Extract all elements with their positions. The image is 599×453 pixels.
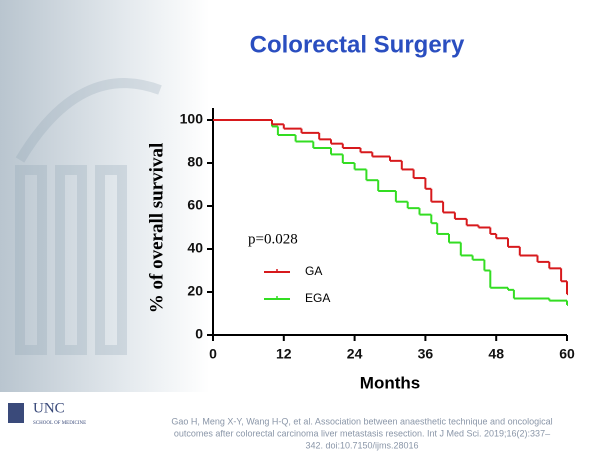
- slide: UNC SCHOOL OF MEDICINE Colorectal Surger…: [0, 0, 599, 453]
- x-tick-label: 60: [559, 346, 575, 362]
- y-tick-label: 20: [187, 283, 203, 299]
- logo-name: UNC: [33, 400, 65, 416]
- x-tick-label: 0: [209, 346, 217, 362]
- annotation: p=0.028: [248, 231, 298, 247]
- page: {"slide": {"title": "Colorectal Surgery"…: [0, 0, 599, 453]
- y-tick-label: 100: [180, 111, 204, 127]
- x-tick-label: 48: [488, 346, 504, 362]
- legend-label: EGA: [305, 291, 330, 305]
- x-tick-label: 12: [276, 346, 292, 362]
- slide-title: Colorectal Surgery: [250, 31, 465, 58]
- logo-subtitle: SCHOOL OF MEDICINE: [33, 421, 86, 426]
- y-tick-label: 60: [187, 197, 203, 213]
- x-tick-label: 36: [418, 346, 434, 362]
- background: [0, 0, 599, 453]
- legend-label: GA: [305, 264, 322, 278]
- citation-line: Gao H, Meng X-Y, Wang H-Q, et al. Associ…: [171, 416, 552, 426]
- citation-line: 342. doi:10.7150/ijms.28016: [305, 440, 418, 450]
- x-axis-label: Months: [360, 373, 420, 392]
- y-tick-label: 80: [187, 154, 203, 170]
- y-tick-label: 0: [195, 326, 203, 342]
- logo-mark: [8, 403, 24, 423]
- y-tick-label: 40: [187, 240, 203, 256]
- y-axis-label: % of overall survival: [146, 143, 167, 313]
- citation-line: outcomes after colorectal carcinoma live…: [174, 428, 550, 438]
- x-tick-label: 24: [347, 346, 363, 362]
